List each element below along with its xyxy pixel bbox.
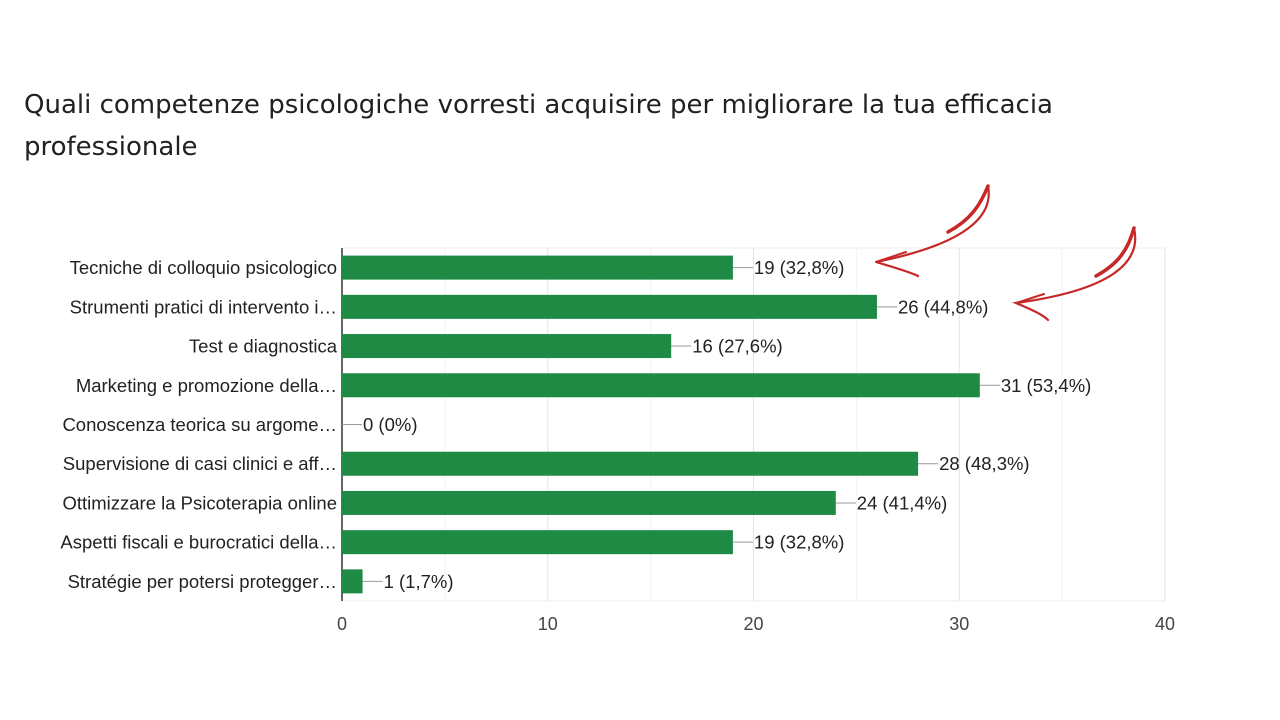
- bar: [342, 255, 733, 280]
- arrow-head: [1015, 293, 1045, 304]
- value-label: 28 (48,3%): [939, 453, 1030, 474]
- x-tick-label: 40: [1155, 614, 1175, 634]
- category-label: Strumenti pratici di intervento i…: [70, 296, 337, 317]
- bar: [342, 373, 980, 398]
- category-label: Tecniche di colloquio psicologico: [70, 257, 337, 278]
- category-label: Supervisione di casi clinici e aff…: [63, 453, 337, 474]
- category-label: Test e diagnostica: [189, 336, 338, 357]
- category-label: Marketing e promozione della…: [76, 375, 337, 396]
- value-label: 19 (32,8%): [754, 257, 845, 278]
- labels: 0 10 20 30 40 Tecniche di colloquio psicologi…: [60, 257, 1175, 634]
- category-label: Ottimizzare la Psicoterapia online: [62, 492, 337, 513]
- arrow-stroke: [946, 184, 990, 234]
- bar: [342, 490, 836, 515]
- arrow-annotation: [875, 184, 990, 278]
- category-label: Aspetti fiscali e burocratici della…: [60, 532, 337, 553]
- category-label: Stratégie per potersi protegger…: [68, 571, 337, 592]
- chart-title: Quali competenze psicologiche vorresti a…: [24, 90, 1053, 162]
- value-label: 19 (32,8%): [754, 532, 845, 553]
- category-label: Conoscenza teorica su argome…: [62, 414, 337, 435]
- value-label: 26 (44,8%): [898, 296, 989, 317]
- value-label: 31 (53,4%): [1001, 375, 1091, 396]
- x-tick-label: 10: [538, 614, 558, 634]
- arrow-stroke: [1094, 226, 1136, 278]
- bars: [342, 255, 980, 594]
- annotations: [875, 184, 1137, 322]
- value-label: 16 (27,6%): [692, 336, 783, 357]
- bar: [342, 530, 733, 555]
- value-label: 24 (41,4%): [857, 492, 948, 513]
- x-tick-label: 0: [337, 614, 347, 634]
- x-tick-label: 30: [949, 614, 969, 634]
- arrow-annotation: [1011, 226, 1137, 322]
- bar: [342, 334, 672, 359]
- bar: [342, 294, 877, 319]
- value-label: 1 (1,7%): [384, 571, 454, 592]
- bar: [342, 569, 363, 594]
- value-label: 0 (0%): [363, 414, 418, 435]
- bar: [342, 451, 919, 476]
- x-tick-label: 20: [743, 614, 763, 634]
- arrow-head: [875, 251, 907, 263]
